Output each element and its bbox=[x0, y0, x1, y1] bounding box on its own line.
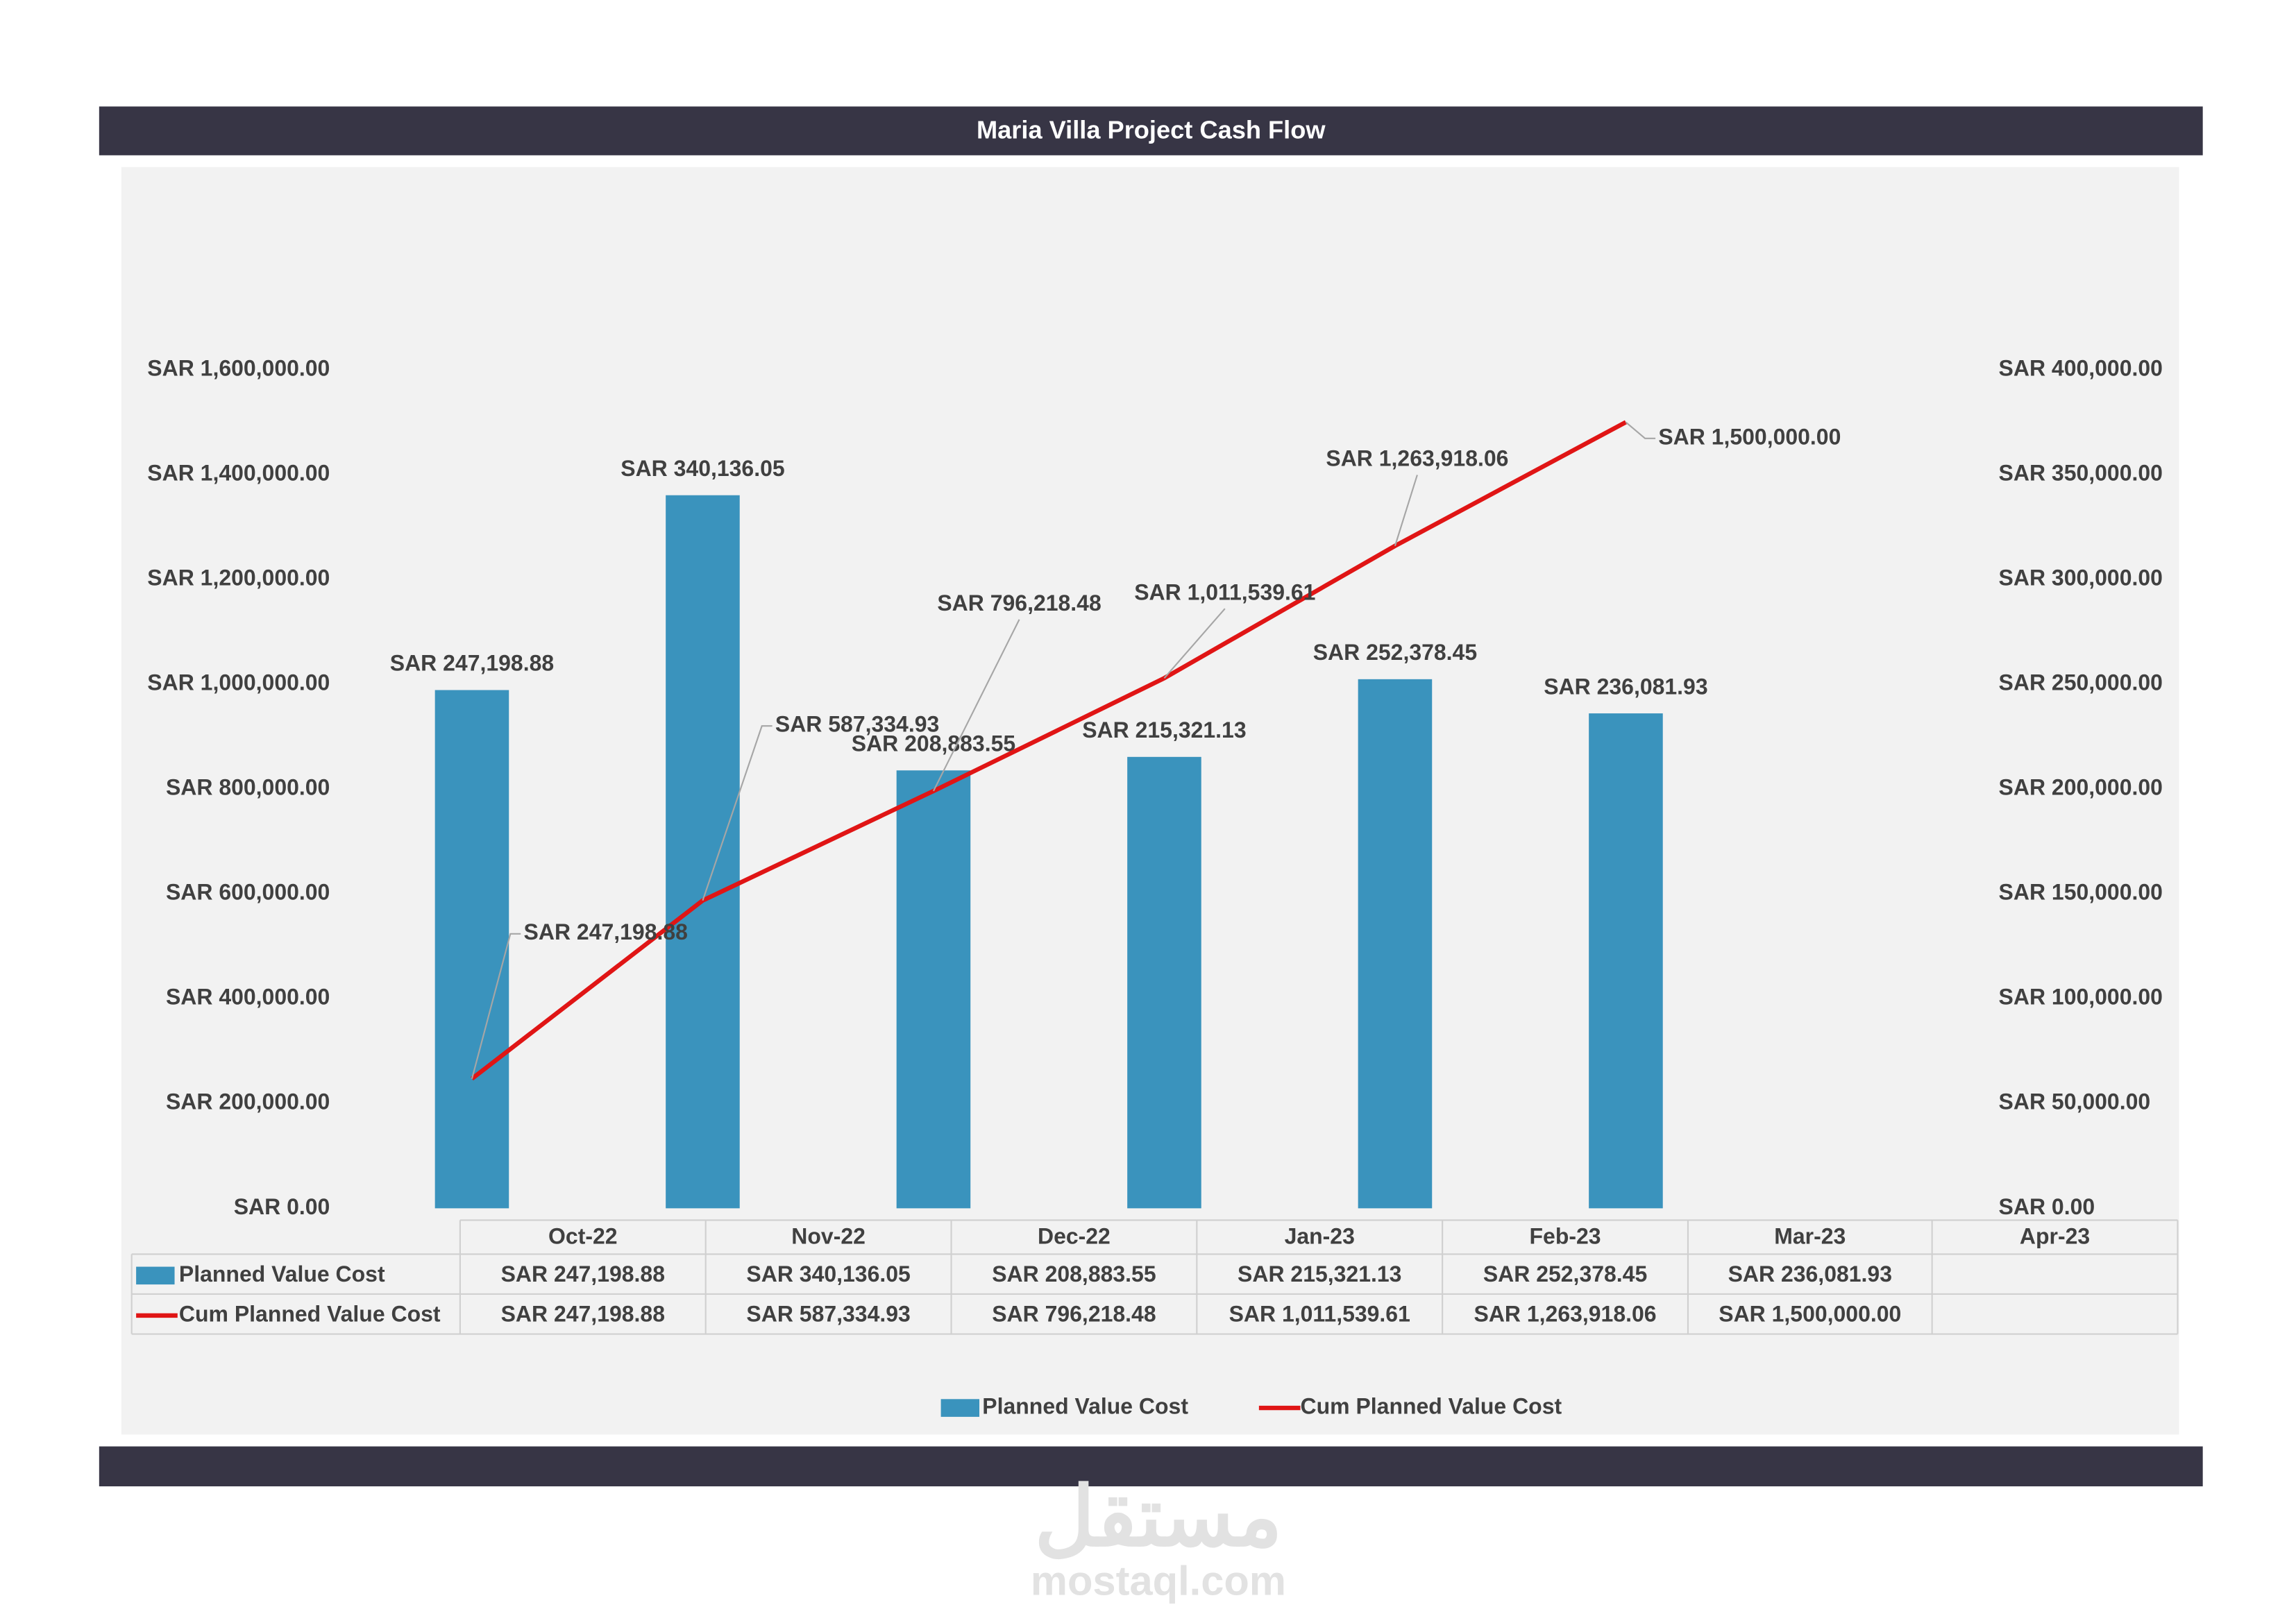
line-data-label: SAR 796,218.48 bbox=[937, 590, 1101, 615]
y2-tick-label: SAR 250,000.00 bbox=[1999, 670, 2163, 695]
y-tick-label: SAR 1,400,000.00 bbox=[147, 460, 330, 485]
table-cell: SAR 796,218.48 bbox=[992, 1301, 1156, 1326]
leader-line bbox=[702, 725, 773, 901]
y-tick-label: SAR 1,600,000.00 bbox=[147, 355, 330, 380]
chart-title: Maria Villa Project Cash Flow bbox=[977, 115, 1326, 144]
table-cell: SAR 340,136.05 bbox=[746, 1261, 910, 1286]
table-cell: SAR 252,378.45 bbox=[1483, 1261, 1647, 1286]
leader-line bbox=[932, 619, 1020, 792]
bar bbox=[896, 770, 971, 1209]
y-tick-label: SAR 1,200,000.00 bbox=[147, 565, 330, 590]
bar-data-label: SAR 252,378.45 bbox=[1313, 640, 1477, 665]
x-tick-label: Oct-22 bbox=[548, 1223, 618, 1248]
watermark-latin: mostaql.com bbox=[1031, 1557, 1286, 1604]
legend-label: Planned Value Cost bbox=[982, 1394, 1188, 1419]
bar bbox=[1127, 756, 1201, 1209]
table-cell: SAR 1,500,000.00 bbox=[1719, 1301, 1901, 1326]
x-tick-label: Feb-23 bbox=[1530, 1223, 1601, 1248]
legend-key bbox=[940, 1399, 980, 1417]
table-cell: SAR 236,081.93 bbox=[1728, 1261, 1892, 1286]
line-data-label: SAR 1,263,918.06 bbox=[1326, 446, 1508, 471]
x-tick-label: Mar-23 bbox=[1774, 1223, 1846, 1248]
table-legend-key bbox=[136, 1266, 175, 1285]
y-tick-label: SAR 600,000.00 bbox=[166, 880, 330, 905]
y-tick-label: SAR 800,000.00 bbox=[166, 775, 330, 800]
line-data-label: SAR 1,011,539.61 bbox=[1134, 579, 1315, 604]
bar bbox=[666, 495, 740, 1209]
y2-tick-label: SAR 150,000.00 bbox=[1999, 880, 2163, 905]
line-data-label: SAR 587,334.93 bbox=[775, 712, 939, 737]
bar-data-label: SAR 215,321.13 bbox=[1082, 717, 1246, 742]
y-tick-label: SAR 400,000.00 bbox=[166, 985, 330, 1010]
bar bbox=[1358, 679, 1433, 1209]
bar-data-label: SAR 247,198.88 bbox=[390, 651, 554, 676]
y-tick-label: SAR 0.00 bbox=[234, 1194, 330, 1219]
y-tick-label: SAR 200,000.00 bbox=[166, 1089, 330, 1114]
y-tick-label: SAR 1,000,000.00 bbox=[147, 670, 330, 695]
bar-data-label: SAR 236,081.93 bbox=[1544, 674, 1707, 699]
leader-line bbox=[1163, 608, 1226, 679]
table-row-label: Cum Planned Value Cost bbox=[179, 1301, 441, 1326]
y2-tick-label: SAR 50,000.00 bbox=[1999, 1089, 2151, 1114]
y2-tick-label: SAR 0.00 bbox=[1999, 1194, 2095, 1219]
x-tick-label: Apr-23 bbox=[2020, 1223, 2090, 1248]
title-bar bbox=[99, 106, 2203, 155]
table-row-label: Planned Value Cost bbox=[179, 1261, 385, 1286]
leader-line bbox=[471, 933, 521, 1079]
leader-line bbox=[1625, 421, 1656, 439]
line bbox=[470, 420, 1627, 1081]
table-cell: SAR 208,883.55 bbox=[992, 1261, 1156, 1286]
bar bbox=[1589, 713, 1663, 1209]
y2-tick-label: SAR 350,000.00 bbox=[1999, 460, 2163, 485]
table-cell: SAR 1,263,918.06 bbox=[1474, 1301, 1657, 1326]
y2-tick-label: SAR 400,000.00 bbox=[1999, 355, 2163, 380]
y2-tick-label: SAR 200,000.00 bbox=[1999, 775, 2163, 800]
table-cell: SAR 247,198.88 bbox=[501, 1301, 665, 1326]
y2-tick-label: SAR 300,000.00 bbox=[1999, 565, 2163, 590]
x-tick-label: Dec-22 bbox=[1038, 1223, 1111, 1248]
line-data-label: SAR 1,500,000.00 bbox=[1658, 424, 1841, 449]
table-cell: SAR 215,321.13 bbox=[1238, 1261, 1401, 1286]
footer-bar bbox=[99, 1446, 2203, 1487]
line-data-label: SAR 247,198.88 bbox=[524, 919, 688, 944]
table-cell: SAR 587,334.93 bbox=[746, 1301, 910, 1326]
bar bbox=[434, 690, 509, 1209]
table-cell: SAR 1,011,539.61 bbox=[1229, 1301, 1410, 1326]
table-cell: SAR 247,198.88 bbox=[501, 1261, 665, 1286]
bar-data-label: SAR 208,883.55 bbox=[852, 731, 1015, 756]
x-tick-label: Jan-23 bbox=[1285, 1223, 1355, 1248]
y2-tick-label: SAR 100,000.00 bbox=[1999, 985, 2163, 1010]
legend-label: Cum Planned Value Cost bbox=[1301, 1394, 1562, 1419]
bar-data-label: SAR 340,136.05 bbox=[621, 456, 784, 481]
x-tick-label: Nov-22 bbox=[791, 1223, 866, 1248]
leader-line bbox=[1394, 475, 1418, 547]
watermark-arabic: مستقل bbox=[1034, 1471, 1282, 1563]
